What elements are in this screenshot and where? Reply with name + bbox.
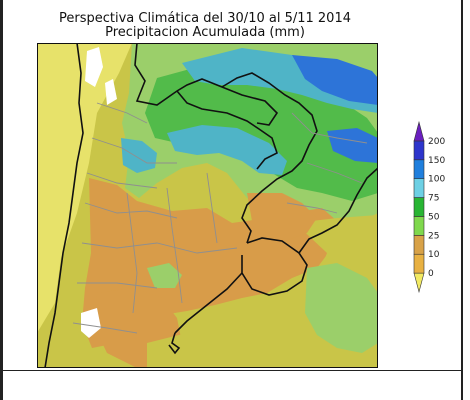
map-subtitle: Precipitacion Acumulada (mm)	[105, 25, 305, 40]
legend-tick-label: 0	[428, 269, 434, 279]
legend-swatch	[413, 197, 425, 217]
map-title: Perspectiva Climática del 30/10 al 5/11 …	[59, 11, 351, 26]
legend-tick-label: 10	[428, 250, 440, 260]
legend-swatch	[413, 140, 425, 161]
western-light-yellow-area	[37, 43, 132, 333]
frame-top-left-line	[0, 0, 3, 400]
legend-tick-label: 200	[428, 137, 445, 147]
andes-border	[44, 43, 84, 368]
white-patch-north-b	[105, 79, 117, 105]
legend-swatch	[413, 178, 425, 198]
legend-swatch-top	[413, 120, 425, 142]
legend-swatch	[413, 216, 425, 236]
frame-top-right-line	[461, 0, 463, 400]
legend-swatch	[413, 159, 425, 179]
green-patch-south	[147, 263, 182, 288]
legend-swatch	[413, 235, 425, 255]
map-plot-frame	[37, 43, 378, 368]
legend-tick-label: 50	[428, 212, 440, 222]
legend-tick-label: 100	[428, 175, 445, 185]
peninsula-coast	[168, 332, 181, 355]
frame-bottom-line	[0, 370, 463, 371]
bolivia-border	[134, 43, 279, 126]
brazil-border	[221, 72, 318, 244]
legend-tick-label: 25	[428, 231, 439, 241]
paraguay-border	[176, 90, 278, 170]
coastline-east	[298, 167, 378, 254]
cyan-area-west	[121, 138, 157, 173]
legend-tick-label: 75	[428, 194, 439, 204]
white-patch-north	[85, 47, 103, 87]
rio-plata-coast	[174, 272, 243, 334]
legend-swatch-bottom	[413, 272, 425, 294]
white-patch-south	[81, 308, 101, 338]
uruguay-border	[241, 237, 308, 296]
blue-area-east	[327, 128, 378, 163]
legend-tick-labels: 0 10 25 50 75 100 150 200	[428, 137, 445, 279]
legend-swatch	[413, 253, 425, 274]
state-lines	[72, 102, 368, 334]
legend-color-bar	[413, 120, 425, 294]
precipitation-map	[37, 43, 378, 368]
blue-area-north	[292, 55, 378, 105]
national-borders	[44, 43, 378, 368]
cyan-area-central	[167, 125, 287, 175]
legend-tick-label: 150	[428, 156, 445, 166]
coastal-green-area	[305, 263, 378, 353]
